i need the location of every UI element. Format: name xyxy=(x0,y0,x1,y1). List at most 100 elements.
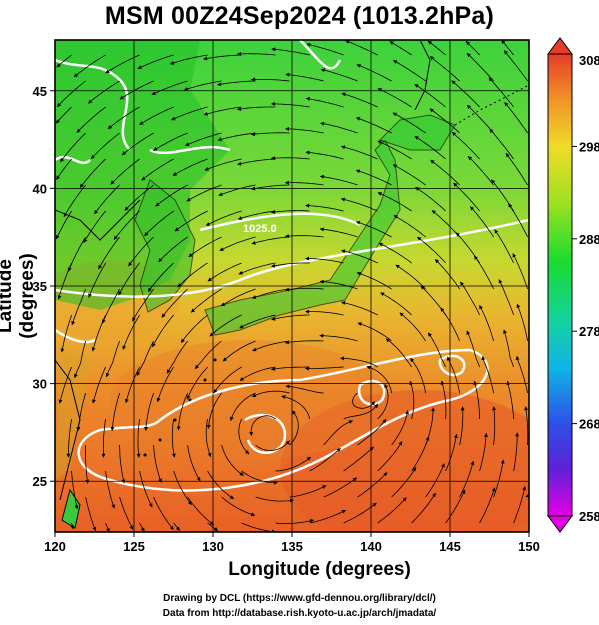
lat-lon-grid xyxy=(55,40,529,532)
streamline xyxy=(503,329,514,368)
colorbar-tick-label: 268 xyxy=(579,417,599,432)
streamline xyxy=(98,236,120,270)
y-tick-label: 45 xyxy=(33,84,47,99)
streamline xyxy=(356,117,392,134)
streamline xyxy=(343,403,379,420)
streamline xyxy=(203,54,242,61)
y-axis-label: Latitude (degrees) xyxy=(0,253,38,339)
streamline xyxy=(479,432,488,472)
streamline xyxy=(91,314,106,352)
streamline xyxy=(340,356,378,368)
streamline xyxy=(305,96,344,108)
streamline xyxy=(252,288,290,299)
streamline xyxy=(357,472,388,498)
streamline xyxy=(440,380,447,420)
streamline xyxy=(187,444,201,482)
streamline xyxy=(411,436,430,472)
streamline xyxy=(183,80,222,91)
streamline xyxy=(229,392,256,421)
streamline xyxy=(174,210,208,232)
streamline xyxy=(241,522,276,532)
streamline xyxy=(305,309,344,316)
streamline xyxy=(380,292,412,316)
streamline xyxy=(255,440,290,451)
streamline xyxy=(415,186,446,212)
streamline xyxy=(503,50,528,82)
streamline xyxy=(309,509,347,524)
streamline xyxy=(136,340,154,376)
streamline xyxy=(392,59,426,82)
streamline xyxy=(377,497,407,524)
streamline xyxy=(144,210,174,237)
streamline xyxy=(319,333,358,342)
streamline xyxy=(217,132,256,142)
streamline xyxy=(305,203,344,212)
x-tick-label: 140 xyxy=(360,539,382,554)
streamline xyxy=(445,489,466,524)
streamline xyxy=(271,314,310,321)
streamline xyxy=(221,496,256,517)
streamline xyxy=(70,522,75,530)
streamline xyxy=(391,410,410,446)
streamline xyxy=(180,314,208,344)
streamline xyxy=(137,54,174,69)
streamline xyxy=(481,355,494,394)
streamline xyxy=(473,255,494,290)
streamline xyxy=(392,164,426,186)
streamline xyxy=(153,444,162,483)
streamline xyxy=(414,135,446,160)
y-axis-ticks: 45 40 35 30 25 xyxy=(33,84,55,489)
streamline xyxy=(56,158,72,180)
streamline xyxy=(60,314,72,353)
colorbar-tick-label: 308 xyxy=(579,53,599,68)
streamline xyxy=(395,264,426,290)
streamline xyxy=(119,80,154,100)
map-title: MSM 00Z24Sep2024 (1013.2hPa) xyxy=(104,2,495,30)
streamline xyxy=(102,288,120,324)
streamline xyxy=(238,418,250,455)
streamline xyxy=(275,518,315,524)
streamline xyxy=(74,340,86,379)
streamline xyxy=(250,132,290,137)
streamline xyxy=(343,446,374,472)
streamline xyxy=(479,487,496,524)
isobar-contours xyxy=(55,40,529,492)
streamline xyxy=(469,206,494,238)
streamline xyxy=(391,467,417,498)
streamline xyxy=(76,106,106,133)
streamline xyxy=(429,108,460,134)
streamline xyxy=(188,236,222,258)
streamline xyxy=(430,159,460,186)
streamline xyxy=(270,156,310,161)
streamline xyxy=(459,406,465,446)
streamline xyxy=(320,121,358,134)
streamline xyxy=(466,104,494,134)
streamline xyxy=(105,470,116,509)
streamline xyxy=(186,366,208,400)
streamline xyxy=(309,447,341,472)
streamline xyxy=(281,395,310,420)
streamline xyxy=(417,236,446,264)
streamline xyxy=(128,236,154,267)
streamline xyxy=(515,355,528,394)
streamline xyxy=(306,42,344,56)
streamline xyxy=(173,522,181,531)
streamline xyxy=(489,128,514,160)
x-tick-label: 150 xyxy=(518,539,540,554)
streamline xyxy=(113,210,140,240)
streamline xyxy=(271,262,310,268)
streamline xyxy=(205,418,212,458)
streamline xyxy=(377,192,412,212)
streamline xyxy=(341,145,378,160)
streamline xyxy=(85,444,90,484)
streamline xyxy=(251,390,290,398)
streamline xyxy=(352,392,376,409)
streamline xyxy=(152,314,174,348)
streamline xyxy=(76,392,86,431)
streamline xyxy=(341,301,378,316)
credit-drawing: Drawing by DCL (https://www.gfd-dennou.o… xyxy=(163,593,436,604)
streamline xyxy=(186,184,222,202)
streamline xyxy=(57,262,72,300)
streamline xyxy=(79,158,106,188)
streamline xyxy=(60,132,86,163)
